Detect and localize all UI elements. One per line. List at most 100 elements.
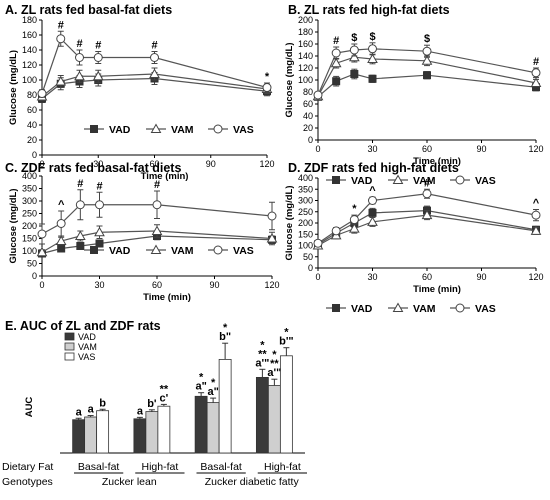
data-point <box>313 90 323 100</box>
y-tick-label: 200 <box>298 218 313 228</box>
data-point <box>92 70 104 81</box>
y-tick-label: 20 <box>303 123 313 133</box>
data-point <box>392 302 404 312</box>
x-tick-label: 90 <box>209 280 219 290</box>
data-point <box>368 208 377 217</box>
data-point <box>349 45 359 55</box>
x-tick-label: 30 <box>94 280 104 290</box>
line-chart-c: C. ZDF rats fed basal-fat diets050100150… <box>5 161 280 303</box>
y-tick-label: 60 <box>303 99 313 109</box>
x-tick-label: 90 <box>476 144 486 154</box>
x-tick-label: 30 <box>367 272 377 282</box>
significance-mark: # <box>333 35 339 47</box>
legend-label: VAS <box>233 245 254 257</box>
y-tick-label: 100 <box>22 75 37 85</box>
y-tick-label: 180 <box>298 27 313 37</box>
legend-label: VAS <box>233 124 254 136</box>
genotype-label: Zucker lean <box>102 476 157 488</box>
data-point <box>74 70 85 81</box>
data-point <box>150 53 159 62</box>
genotype-label: Zucker diabetic fatty <box>205 476 300 488</box>
x-tick-label: 0 <box>39 159 44 169</box>
x-tick-label: 90 <box>476 272 486 282</box>
bar <box>279 355 293 454</box>
data-point <box>392 174 404 184</box>
legend-label: VAS <box>78 352 95 362</box>
y-axis-label: Glucose (mg/dL) <box>8 189 19 264</box>
significance-mark: * <box>223 322 228 334</box>
y-axis-label: AUC <box>24 397 35 418</box>
bar <box>194 395 208 454</box>
y-tick-label: 80 <box>303 87 313 97</box>
significance-mark: * <box>272 349 277 361</box>
y-tick-label: 80 <box>27 90 37 100</box>
data-point <box>455 303 465 313</box>
y-tick-label: 200 <box>22 221 37 231</box>
significance-mark: # <box>76 38 82 50</box>
y-tick-label: 160 <box>22 30 37 40</box>
series-vas <box>37 189 277 245</box>
category-label: Basal-fat <box>200 461 242 473</box>
x-tick-label: 0 <box>39 280 44 290</box>
legend-label: VAM <box>78 342 97 352</box>
data-point <box>367 53 378 63</box>
significance-mark: # <box>424 177 430 189</box>
x-axis-label: Time (min) <box>143 292 191 303</box>
bar <box>96 410 110 454</box>
y-tick-label: 250 <box>298 207 313 217</box>
significance-mark: * <box>284 327 289 339</box>
significance-mark: # <box>96 180 102 192</box>
data-point <box>93 53 103 62</box>
data-point <box>332 176 340 184</box>
data-point <box>332 77 341 86</box>
data-point <box>368 44 377 54</box>
x-tick-label: 120 <box>264 280 279 290</box>
y-tick-label: 20 <box>27 135 37 145</box>
significance-mark: b'" <box>279 336 294 348</box>
category-label: High-fat <box>264 461 301 473</box>
series-vas <box>37 30 272 98</box>
data-point <box>74 230 86 240</box>
y-tick-label: 60 <box>27 105 37 115</box>
significance-mark: * <box>199 372 204 384</box>
data-point <box>530 77 542 87</box>
data-point <box>90 246 98 254</box>
significance-mark: $ <box>351 32 357 44</box>
significance-mark: ** <box>160 383 169 395</box>
series-vas <box>313 42 541 100</box>
significance-mark: a'" <box>267 367 281 379</box>
data-point <box>421 209 433 220</box>
line-chart-d: D. ZDF rats fed high-fat diets0501001502… <box>284 161 544 315</box>
series-vam <box>312 209 542 250</box>
x-tick-label: 90 <box>206 159 216 169</box>
significance-mark: ** <box>258 348 267 360</box>
data-point <box>332 304 340 312</box>
series-vas <box>313 188 541 248</box>
bar <box>255 376 269 454</box>
significance-mark: * <box>265 71 270 83</box>
x-tick-label: 120 <box>528 144 543 154</box>
significance-mark: a <box>137 405 144 417</box>
x-axis-label: Time (min) <box>413 156 461 167</box>
x-tick-label: 60 <box>422 144 432 154</box>
data-point <box>56 219 66 228</box>
y-tick-label: 40 <box>303 111 313 121</box>
data-point <box>421 55 433 65</box>
data-point <box>150 123 162 133</box>
y-axis-label: Glucose (mg/dL) <box>284 186 295 261</box>
data-point <box>95 239 104 248</box>
x-tick-label: 60 <box>152 280 162 290</box>
significance-mark: * <box>260 339 265 351</box>
data-point <box>149 68 160 78</box>
data-point <box>348 51 360 62</box>
y-tick-label: 400 <box>22 171 37 181</box>
data-point <box>213 245 223 255</box>
series-line <box>317 48 537 96</box>
chart-title: E. AUC of ZL and ZDF rats <box>5 319 161 333</box>
chart-title: C. ZDF rats fed basal-fat diets <box>5 161 181 175</box>
bar <box>267 385 281 454</box>
significance-mark: # <box>154 179 160 191</box>
significance-mark: # <box>151 40 157 52</box>
